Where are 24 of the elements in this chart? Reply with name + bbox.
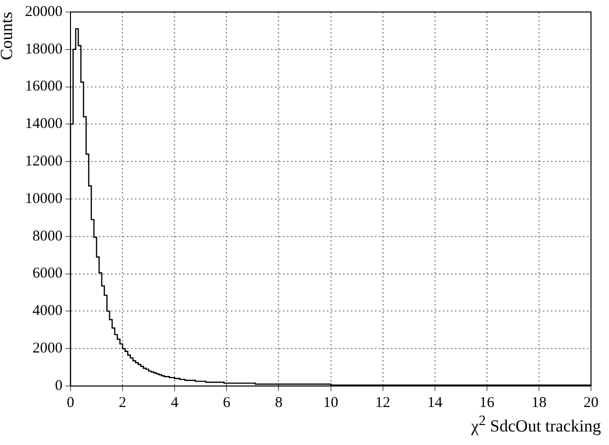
x-axis-title: χ$^{2}$ SdcOut tracking: [471, 413, 601, 437]
x-tick-label: 12: [375, 394, 390, 411]
y-tick-label: 10000: [25, 190, 62, 207]
y-axis-title: Counts: [0, 12, 18, 60]
y-tick-label: 12000: [25, 154, 62, 170]
x-tick-label: 14: [427, 394, 443, 411]
y-tick-label: 14000: [25, 116, 62, 132]
y-tick-label: 20000: [25, 4, 62, 20]
y-tick-label: 18000: [25, 41, 62, 58]
y-tick-label: 8000: [32, 228, 62, 244]
x-tick-label: 18: [531, 394, 546, 411]
x-tick-label: 16: [479, 394, 495, 411]
x-tick-label: 20: [584, 394, 598, 411]
x-tick-label: 4: [170, 394, 179, 411]
x-tick-label: 8: [274, 394, 282, 411]
x-tick-label: 10: [323, 394, 338, 411]
x-tick-label: 2: [118, 394, 126, 411]
y-tick-label: 6000: [32, 266, 62, 282]
y-tick-label: 2000: [32, 340, 62, 357]
y-tick-label: 4000: [32, 303, 62, 320]
y-tick-label: 0: [55, 378, 62, 394]
y-tick-label: 16000: [25, 78, 62, 95]
x-tick-label: 0: [66, 394, 74, 411]
x-tick-label: 6: [222, 394, 231, 411]
